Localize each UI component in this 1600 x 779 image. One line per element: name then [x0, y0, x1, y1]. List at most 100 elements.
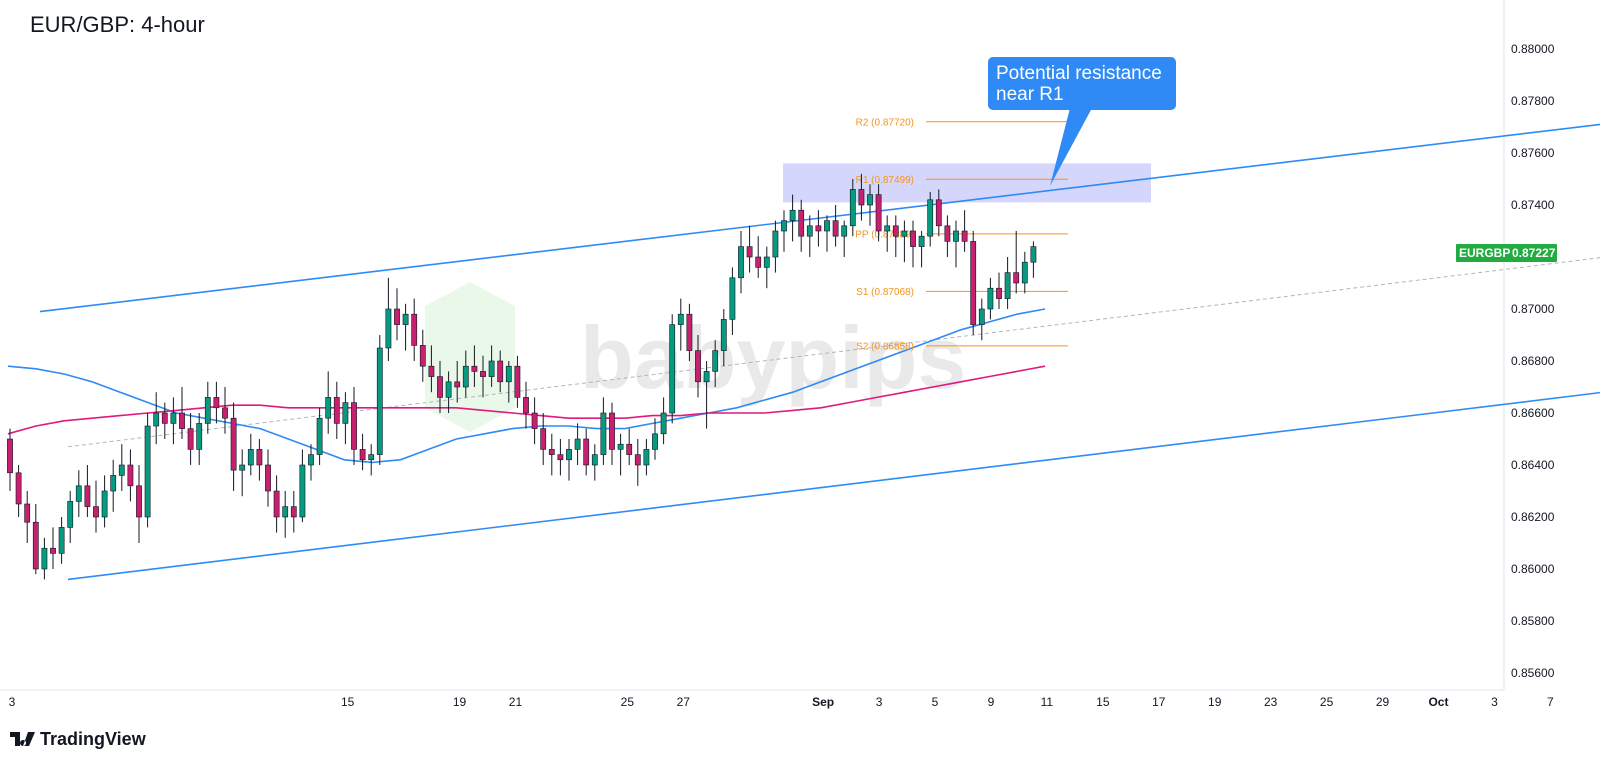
- candle: [136, 465, 142, 543]
- candle: [67, 491, 74, 543]
- candle: [58, 517, 65, 564]
- callout-pointer: [1050, 108, 1092, 186]
- tradingview-logo: TradingView: [10, 729, 147, 749]
- x-tick-label: 3: [9, 695, 16, 709]
- candle-body: [763, 256, 770, 268]
- candle: [763, 246, 770, 289]
- candle-body: [1004, 272, 1011, 299]
- tradingview-logo-icon: [10, 732, 35, 746]
- candle-body: [342, 402, 349, 424]
- candle-body: [170, 412, 177, 424]
- candle: [781, 210, 787, 252]
- candle: [428, 345, 435, 393]
- candle: [308, 444, 314, 481]
- candle-body: [7, 438, 13, 474]
- candle-body: [540, 428, 547, 450]
- candle: [333, 381, 340, 439]
- candle: [875, 184, 882, 242]
- candle: [437, 361, 443, 413]
- x-tick-label: 3: [876, 695, 883, 709]
- candle: [204, 381, 211, 434]
- candle-body: [892, 225, 899, 237]
- candle: [394, 288, 400, 341]
- y-tick-label: 0.87400: [1511, 198, 1555, 212]
- candle-body: [265, 464, 271, 492]
- symbol-label: EURGBP: [1459, 246, 1510, 260]
- candle-body: [118, 464, 125, 476]
- x-tick-label: 15: [1096, 695, 1110, 709]
- x-tick-label: 9: [988, 695, 995, 709]
- candle: [548, 433, 555, 476]
- candle: [222, 387, 228, 434]
- candle-body: [230, 417, 237, 471]
- x-tick-label: 25: [1320, 695, 1334, 709]
- candle-body: [695, 350, 701, 383]
- candle: [901, 220, 908, 263]
- candle-body: [1021, 261, 1028, 284]
- candle: [557, 439, 564, 476]
- candle-body: [419, 345, 426, 367]
- pivot-label: S1 (0.87068): [856, 287, 914, 298]
- candle: [342, 392, 349, 445]
- candle-body: [531, 412, 538, 429]
- candle-body: [978, 308, 985, 325]
- x-tick-label: 19: [1208, 695, 1222, 709]
- candle: [695, 335, 701, 398]
- candle-body: [67, 501, 74, 528]
- candle: [858, 173, 865, 221]
- candle: [144, 413, 151, 528]
- candle-body: [50, 547, 56, 554]
- pivot-label: R2 (0.87720): [856, 117, 914, 128]
- candle: [746, 225, 753, 273]
- candle: [634, 439, 641, 486]
- y-tick-label: 0.85800: [1511, 614, 1555, 628]
- candle: [703, 361, 710, 429]
- candle: [583, 428, 590, 476]
- candle-body: [376, 347, 383, 455]
- candle-body: [574, 438, 581, 450]
- candle-body: [643, 449, 650, 466]
- candle-body: [858, 189, 865, 206]
- candle: [540, 413, 547, 465]
- candle: [462, 350, 469, 398]
- candle-body: [996, 287, 1002, 299]
- candle: [290, 491, 297, 533]
- candle-body: [953, 230, 959, 242]
- candle-body: [600, 412, 607, 455]
- candle-body: [815, 225, 822, 232]
- candle-body: [480, 371, 486, 377]
- candle: [910, 220, 916, 268]
- candle-body: [660, 412, 667, 435]
- candle: [712, 340, 719, 387]
- candle: [1004, 257, 1011, 309]
- candle: [41, 537, 48, 580]
- candle: [867, 184, 873, 226]
- resistance-zone: [783, 163, 1151, 203]
- x-tick-label: 29: [1376, 695, 1390, 709]
- candle: [789, 194, 796, 242]
- candle-body: [755, 256, 762, 268]
- candle: [523, 381, 529, 429]
- candle: [815, 210, 822, 247]
- x-tick-label: 25: [621, 695, 635, 709]
- candle-body: [222, 407, 228, 419]
- tradingview-logo-text: TradingView: [40, 729, 147, 749]
- callout-box: [988, 57, 1176, 110]
- candle: [93, 480, 99, 533]
- y-tick-label: 0.86400: [1511, 458, 1555, 472]
- candle-body: [1030, 246, 1037, 263]
- candle: [643, 439, 650, 476]
- candle-body: [394, 308, 400, 325]
- candle: [445, 371, 452, 413]
- candle: [359, 433, 366, 471]
- candle-body: [41, 547, 48, 570]
- candle-body: [557, 454, 564, 461]
- candle: [118, 444, 125, 491]
- candle-body: [179, 412, 185, 429]
- candle: [161, 402, 168, 439]
- candle: [669, 314, 676, 424]
- candle: [927, 192, 934, 247]
- candles-layer: [7, 173, 1037, 580]
- candle-body: [901, 230, 908, 237]
- candle: [953, 220, 959, 268]
